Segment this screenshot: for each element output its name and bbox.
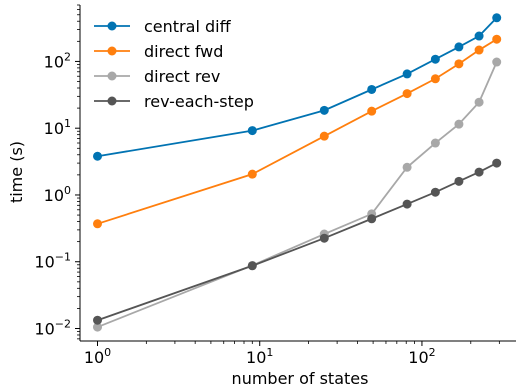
x-tick-label: 101 <box>246 346 273 367</box>
data-point <box>247 126 257 136</box>
data-point <box>367 214 377 224</box>
data-point <box>402 162 412 172</box>
legend-marker <box>107 71 117 81</box>
data-point <box>319 131 329 141</box>
y-tick-label: 101 <box>44 117 71 138</box>
data-point <box>430 187 440 197</box>
data-point <box>319 105 329 115</box>
data-point <box>454 59 464 69</box>
data-point <box>474 97 484 107</box>
series-central-diff <box>93 13 502 161</box>
x-tick-label: 100 <box>84 346 111 367</box>
data-point <box>474 167 484 177</box>
series-rev-each-step <box>93 158 502 325</box>
data-point <box>402 89 412 99</box>
legend-marker <box>107 46 117 56</box>
y-tick-label: 10−1 <box>34 251 71 272</box>
legend-item: rev-each-step <box>94 92 254 111</box>
data-point <box>93 322 103 332</box>
legend-marker <box>107 96 117 106</box>
y-axis-ticks: 10−2 10−1 100 101 102 <box>34 4 80 340</box>
legend-label: direct rev <box>144 67 220 86</box>
legend-item: direct rev <box>94 67 220 86</box>
series-line <box>97 162 498 322</box>
data-point <box>492 158 502 168</box>
data-point <box>430 74 440 84</box>
series-line <box>97 17 498 158</box>
data-point <box>454 176 464 186</box>
data-point <box>430 54 440 64</box>
legend-item: central diff <box>94 17 232 36</box>
data-point <box>454 42 464 52</box>
data-point <box>492 57 502 67</box>
data-point <box>93 219 103 229</box>
series-layer <box>93 13 502 332</box>
data-point <box>93 315 103 325</box>
legend-label: central diff <box>144 17 232 36</box>
y-tick-label: 102 <box>44 50 71 71</box>
x-tick-label: 102 <box>408 346 435 367</box>
x-axis-ticks: 100 101 102 <box>84 341 500 367</box>
legend-label: direct fwd <box>144 42 223 61</box>
y-tick-label: 100 <box>44 184 71 205</box>
data-point <box>492 13 502 23</box>
data-point <box>492 34 502 44</box>
data-point <box>247 261 257 271</box>
data-point <box>93 151 103 161</box>
data-point <box>402 199 412 209</box>
legend-label: rev-each-step <box>144 92 254 111</box>
legend-item: direct fwd <box>94 42 223 61</box>
data-point <box>430 138 440 148</box>
x-axis-label: number of states <box>232 369 369 388</box>
data-point <box>319 233 329 243</box>
data-point <box>402 69 412 79</box>
legend-marker <box>107 21 117 31</box>
data-point <box>474 45 484 55</box>
data-point <box>367 106 377 116</box>
data-point <box>367 84 377 94</box>
y-tick-label: 10−2 <box>34 318 71 339</box>
legend: central diff direct fwd direct rev rev-each… <box>94 17 254 111</box>
data-point <box>247 169 257 179</box>
y-axis-label: time (s) <box>7 141 26 203</box>
series-direct-fwd <box>93 34 502 229</box>
data-point <box>454 119 464 129</box>
data-point <box>474 31 484 41</box>
